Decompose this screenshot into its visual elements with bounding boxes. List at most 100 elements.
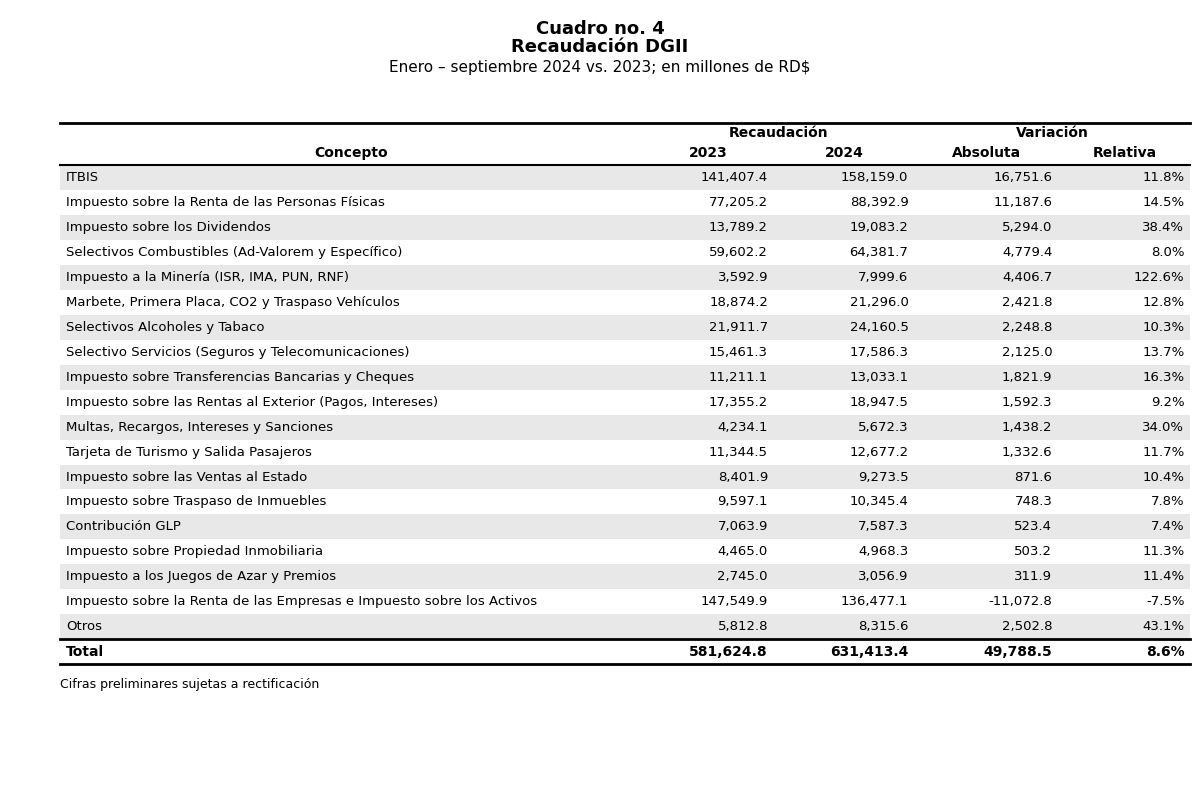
Text: 11.7%: 11.7% <box>1142 446 1184 459</box>
Text: 2,502.8: 2,502.8 <box>1002 620 1052 634</box>
Text: -7.5%: -7.5% <box>1146 596 1184 608</box>
Text: 10,345.4: 10,345.4 <box>850 496 908 508</box>
Text: 19,083.2: 19,083.2 <box>850 221 908 234</box>
Text: 5,672.3: 5,672.3 <box>858 421 908 434</box>
Bar <box>60 166 1190 190</box>
Text: Impuesto sobre las Ventas al Estado: Impuesto sobre las Ventas al Estado <box>66 470 307 484</box>
Text: 1,332.6: 1,332.6 <box>1002 446 1052 459</box>
Text: 9.2%: 9.2% <box>1151 396 1184 409</box>
Text: 7,587.3: 7,587.3 <box>858 520 908 534</box>
Text: 13,789.2: 13,789.2 <box>709 221 768 234</box>
Text: 4,968.3: 4,968.3 <box>858 546 908 558</box>
Text: Absoluta: Absoluta <box>952 146 1021 160</box>
Text: Variación: Variación <box>1016 126 1088 140</box>
Text: Contribución GLP: Contribución GLP <box>66 520 181 534</box>
Text: Recaudación: Recaudación <box>728 126 828 140</box>
Text: 17,355.2: 17,355.2 <box>709 396 768 409</box>
Text: 2,248.8: 2,248.8 <box>1002 321 1052 334</box>
Text: Impuesto sobre Propiedad Inmobiliaria: Impuesto sobre Propiedad Inmobiliaria <box>66 546 323 558</box>
Text: Relativa: Relativa <box>1092 146 1157 160</box>
Bar <box>60 589 1190 615</box>
Text: 13.7%: 13.7% <box>1142 346 1184 359</box>
Text: 5,294.0: 5,294.0 <box>1002 221 1052 234</box>
Text: Recaudación DGII: Recaudación DGII <box>511 38 689 56</box>
Bar <box>60 240 1190 265</box>
Text: 2023: 2023 <box>689 146 727 160</box>
Text: 21,296.0: 21,296.0 <box>850 296 908 309</box>
Bar <box>60 365 1190 390</box>
Text: 871.6: 871.6 <box>1014 470 1052 484</box>
Text: 11,187.6: 11,187.6 <box>994 196 1052 209</box>
Text: ITBIS: ITBIS <box>66 171 100 185</box>
Text: 147,549.9: 147,549.9 <box>701 596 768 608</box>
Text: 4,406.7: 4,406.7 <box>1002 271 1052 284</box>
Text: 16.3%: 16.3% <box>1142 371 1184 384</box>
Text: 64,381.7: 64,381.7 <box>850 246 908 259</box>
Text: 2024: 2024 <box>824 146 864 160</box>
Bar <box>60 265 1190 290</box>
Text: 8.6%: 8.6% <box>1146 645 1184 659</box>
Text: 38.4%: 38.4% <box>1142 221 1184 234</box>
Text: Selectivos Combustibles (Ad-Valorem y Específico): Selectivos Combustibles (Ad-Valorem y Es… <box>66 246 402 259</box>
Text: 1,821.9: 1,821.9 <box>1002 371 1052 384</box>
Text: 2,421.8: 2,421.8 <box>1002 296 1052 309</box>
Text: Marbete, Primera Placa, CO2 y Traspaso Vehículos: Marbete, Primera Placa, CO2 y Traspaso V… <box>66 296 400 309</box>
Text: 3,592.9: 3,592.9 <box>718 271 768 284</box>
Bar <box>60 465 1190 489</box>
Text: 11.3%: 11.3% <box>1142 546 1184 558</box>
Text: 136,477.1: 136,477.1 <box>841 596 908 608</box>
Text: Selectivos Alcoholes y Tabaco: Selectivos Alcoholes y Tabaco <box>66 321 264 334</box>
Text: 7,999.6: 7,999.6 <box>858 271 908 284</box>
Text: 9,273.5: 9,273.5 <box>858 470 908 484</box>
Text: Impuesto sobre los Dividendos: Impuesto sobre los Dividendos <box>66 221 271 234</box>
Text: Impuesto sobre la Renta de las Personas Físicas: Impuesto sobre la Renta de las Personas … <box>66 196 385 209</box>
Text: 15,461.3: 15,461.3 <box>709 346 768 359</box>
Text: 4,779.4: 4,779.4 <box>1002 246 1052 259</box>
Text: 11.4%: 11.4% <box>1142 570 1184 584</box>
Text: 14.5%: 14.5% <box>1142 196 1184 209</box>
Text: 11,344.5: 11,344.5 <box>709 446 768 459</box>
Bar <box>60 215 1190 240</box>
Text: 49,788.5: 49,788.5 <box>984 645 1052 659</box>
Text: 311.9: 311.9 <box>1014 570 1052 584</box>
Text: 34.0%: 34.0% <box>1142 421 1184 434</box>
Bar <box>60 440 1190 465</box>
Text: Enero – septiembre 2024 vs. 2023; en millones de RD$: Enero – septiembre 2024 vs. 2023; en mil… <box>389 60 811 75</box>
Text: 2,745.0: 2,745.0 <box>718 570 768 584</box>
Text: Impuesto sobre las Rentas al Exterior (Pagos, Intereses): Impuesto sobre las Rentas al Exterior (P… <box>66 396 438 409</box>
Bar <box>60 415 1190 440</box>
Text: 3,056.9: 3,056.9 <box>858 570 908 584</box>
Text: 17,586.3: 17,586.3 <box>850 346 908 359</box>
Text: 16,751.6: 16,751.6 <box>994 171 1052 185</box>
Bar <box>60 190 1190 215</box>
Text: 18,874.2: 18,874.2 <box>709 296 768 309</box>
Bar <box>60 615 1190 639</box>
Text: 748.3: 748.3 <box>1014 496 1052 508</box>
Text: Cifras preliminares sujetas a rectificación: Cifras preliminares sujetas a rectificac… <box>60 678 319 691</box>
Text: 7,063.9: 7,063.9 <box>718 520 768 534</box>
Text: Multas, Recargos, Intereses y Sanciones: Multas, Recargos, Intereses y Sanciones <box>66 421 334 434</box>
Text: 141,407.4: 141,407.4 <box>701 171 768 185</box>
Text: Cuadro no. 4: Cuadro no. 4 <box>535 20 665 38</box>
Text: 18,947.5: 18,947.5 <box>850 396 908 409</box>
Text: 11,211.1: 11,211.1 <box>709 371 768 384</box>
Bar <box>60 539 1190 565</box>
Text: 59,602.2: 59,602.2 <box>709 246 768 259</box>
Text: 1,438.2: 1,438.2 <box>1002 421 1052 434</box>
Text: Impuesto sobre Traspaso de Inmuebles: Impuesto sobre Traspaso de Inmuebles <box>66 496 326 508</box>
Text: 158,159.0: 158,159.0 <box>841 171 908 185</box>
Text: 13,033.1: 13,033.1 <box>850 371 908 384</box>
Text: 8,315.6: 8,315.6 <box>858 620 908 634</box>
Bar <box>60 515 1190 539</box>
Text: 8.0%: 8.0% <box>1151 246 1184 259</box>
Text: 10.4%: 10.4% <box>1142 470 1184 484</box>
Text: 12.8%: 12.8% <box>1142 296 1184 309</box>
Text: Impuesto sobre Transferencias Bancarias y Cheques: Impuesto sobre Transferencias Bancarias … <box>66 371 414 384</box>
Text: 4,465.0: 4,465.0 <box>718 546 768 558</box>
Bar <box>60 390 1190 415</box>
Text: 1,592.3: 1,592.3 <box>1002 396 1052 409</box>
Bar <box>60 315 1190 340</box>
Text: Otros: Otros <box>66 620 102 634</box>
Text: -11,072.8: -11,072.8 <box>989 596 1052 608</box>
Text: Total: Total <box>66 645 104 659</box>
